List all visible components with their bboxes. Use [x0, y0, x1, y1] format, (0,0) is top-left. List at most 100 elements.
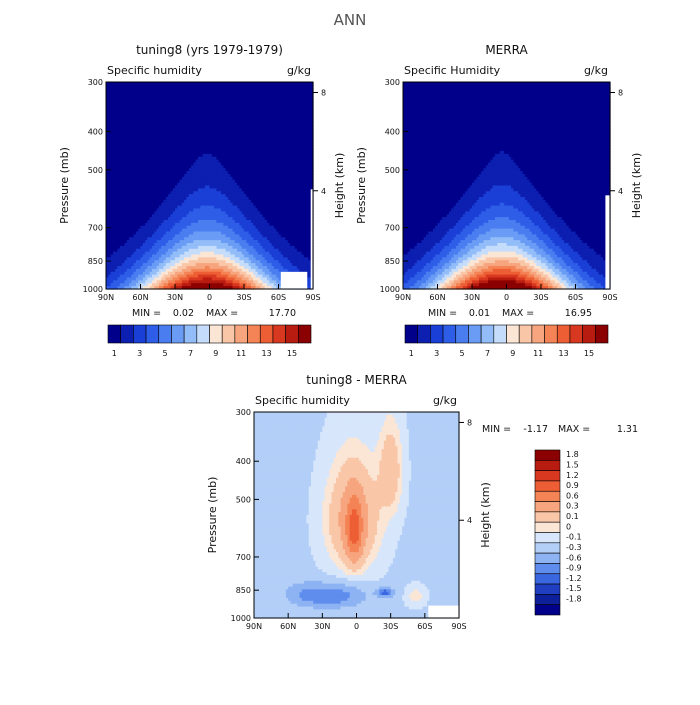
- field-cell: [161, 208, 165, 212]
- field-cell: [255, 217, 259, 221]
- field-cell: [262, 199, 266, 204]
- field-cell: [193, 174, 197, 178]
- field-cell: [248, 125, 252, 129]
- field-cell: [106, 90, 109, 95]
- field-cell: [170, 156, 174, 161]
- field-cell: [273, 179, 277, 184]
- field-cell: [108, 130, 112, 135]
- field-cell: [223, 211, 227, 215]
- field-cell: [232, 237, 236, 241]
- field-cell: [156, 222, 160, 227]
- field-cell: [154, 237, 158, 241]
- field-cell: [145, 217, 148, 221]
- field-cell: [299, 165, 303, 169]
- field-cell: [301, 165, 305, 169]
- field-cell: [131, 162, 135, 166]
- field-cell: [221, 185, 224, 189]
- field-cell: [124, 107, 128, 112]
- field-cell: [255, 145, 259, 149]
- field-cell: [138, 214, 142, 218]
- field-cell: [223, 82, 227, 86]
- field-cell: [195, 162, 199, 166]
- field-cell: [117, 125, 121, 129]
- field-cell: [188, 205, 192, 210]
- field-cell: [308, 214, 312, 218]
- field-cell: [221, 130, 224, 135]
- field-cell: [117, 107, 121, 112]
- field-cell: [181, 107, 185, 112]
- field-cell: [262, 102, 266, 106]
- field-cell: [204, 93, 208, 97]
- field-cell: [271, 199, 275, 204]
- field-cell: [239, 214, 243, 218]
- field-cell: [133, 225, 137, 230]
- field-cell: [273, 122, 277, 126]
- field-cell: [214, 125, 217, 129]
- field-cell: [135, 199, 139, 204]
- field-cell: [184, 211, 188, 215]
- field-cell: [260, 133, 263, 138]
- field-cell: [198, 159, 201, 164]
- field-cell: [179, 222, 183, 227]
- field-cell: [131, 188, 135, 192]
- field-cell: [218, 228, 222, 233]
- field-cell: [306, 148, 309, 152]
- field-cell: [140, 113, 144, 118]
- field-cell: [149, 220, 153, 224]
- field-cell: [110, 168, 114, 172]
- field-cell: [142, 84, 146, 89]
- field-cell: [204, 162, 208, 166]
- field-cell: [115, 136, 119, 141]
- field-cell: [221, 214, 224, 218]
- field-cell: [283, 214, 286, 218]
- field-cell: [262, 176, 266, 181]
- field-cell: [244, 110, 247, 115]
- field-cell: [260, 234, 263, 238]
- field-cell: [117, 84, 121, 89]
- field-cell: [296, 145, 300, 149]
- field-cell: [126, 93, 130, 97]
- field-cell: [244, 102, 247, 106]
- field-cell: [225, 211, 229, 215]
- field-cell: [184, 228, 188, 233]
- field-cell: [204, 142, 208, 146]
- field-cell: [310, 90, 314, 95]
- field-cell: [303, 113, 307, 118]
- field-cell: [290, 211, 293, 215]
- field-cell: [234, 145, 238, 149]
- field-cell: [133, 191, 137, 195]
- field-cell: [131, 220, 135, 224]
- field-cell: [223, 96, 227, 100]
- field-cell: [149, 84, 153, 89]
- field-cell: [244, 176, 247, 181]
- field-cell: [149, 151, 153, 155]
- field-cell: [301, 197, 305, 201]
- field-cell: [244, 139, 247, 143]
- field-cell: [149, 171, 153, 175]
- field-cell: [204, 156, 208, 161]
- field-cell: [301, 159, 305, 164]
- field-cell: [303, 199, 307, 204]
- field-cell: [149, 191, 153, 195]
- field-cell: [156, 93, 160, 97]
- field-cell: [200, 182, 204, 187]
- field-cell: [198, 87, 201, 92]
- field-cell: [310, 110, 314, 115]
- field-cell: [292, 87, 296, 92]
- field-cell: [303, 171, 307, 175]
- field-cell: [264, 119, 268, 123]
- field-cell: [301, 119, 305, 123]
- field-cell: [221, 87, 224, 92]
- field-cell: [285, 133, 289, 138]
- field-cell: [168, 205, 171, 210]
- field-cell: [232, 199, 236, 204]
- field-cell: [133, 208, 137, 212]
- field-cell: [255, 153, 259, 158]
- field-cell: [131, 151, 135, 155]
- field-cell: [299, 102, 303, 106]
- field-cell: [168, 228, 171, 233]
- field-cell: [138, 176, 142, 181]
- field-cell: [221, 165, 224, 169]
- field-cell: [177, 116, 181, 120]
- field-cell: [119, 231, 123, 235]
